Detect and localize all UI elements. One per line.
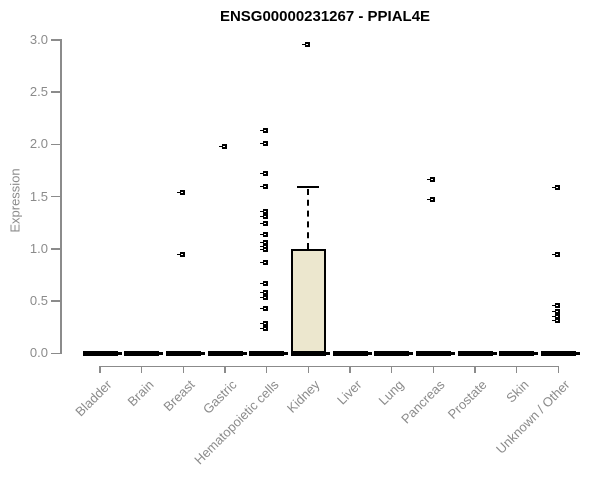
median-bar [457,350,497,356]
chart-title: ENSG00000231267 - PPIAL4E [219,8,431,25]
y-tick-label: 0.5 [29,293,48,309]
outlier-point [260,244,269,250]
outlier-point [260,290,269,296]
outlier-point [260,295,269,301]
outlier-point [176,189,185,195]
outlier-point [260,320,269,326]
outlier-point [176,251,185,257]
outlier-point [260,183,269,189]
median-bar [124,350,164,356]
y-axis-tick [51,195,60,198]
outlier-point [301,41,310,47]
x-axis-tick [349,365,351,373]
whisker-cap [297,186,320,189]
outlier-point [426,177,435,183]
outlier-point [551,251,560,257]
median-bar [499,350,539,356]
outlier-point [551,302,560,308]
boxplot-box [290,248,326,356]
y-tick-label: 1.0 [29,240,48,256]
x-axis-tick [557,365,560,373]
x-axis-tick [140,365,143,373]
median-bar [540,350,580,356]
outlier-point [260,231,269,237]
outlier-point [551,318,560,324]
median-bar [332,350,372,356]
outlier-point [260,280,269,286]
y-tick-label: 3.0 [29,32,48,47]
outlier-point [260,221,269,227]
y-axis-tick [51,352,60,355]
x-axis-tick [265,365,268,373]
outlier-point [260,240,269,246]
y-tick-label: 0.0 [29,345,48,361]
outlier-point [260,213,269,219]
outlier-point [260,208,269,214]
y-axis-tick [51,300,60,302]
x-axis-tick [99,365,101,373]
outlier-point [260,140,269,146]
x-axis-tick [474,365,476,373]
x-axis-tick [390,365,393,373]
median-bar [415,350,455,356]
y-axis-tick [51,248,60,250]
median-bar [374,350,414,356]
outlier-point [551,184,560,190]
outlier-point [551,314,560,320]
x-axis-tick [182,365,185,373]
median-bar [249,350,289,356]
outlier-point [426,197,435,203]
outlier-point [260,247,269,253]
y-axis-tick [51,91,60,93]
y-tick-label: 2.0 [29,136,48,152]
median-bar [290,350,330,356]
x-axis-tick [224,365,226,373]
x-axis-line [99,365,560,367]
outlier-point [260,128,269,134]
y-tick-label: 2.5 [29,84,48,100]
y-tick-label: 1.5 [29,188,48,204]
y-axis-line [60,38,62,355]
outlier-point [260,259,269,265]
y-axis-tick [51,39,60,41]
outlier-point [218,144,227,150]
x-axis-tick [515,365,518,373]
x-axis-tick [432,365,435,373]
outlier-point [260,325,269,331]
median-bar [82,350,122,356]
outlier-point [551,309,560,315]
median-bar [207,350,247,356]
median-bar [165,350,205,356]
x-axis-tick [307,365,310,373]
y-axis-tick [51,143,60,146]
outlier-point [260,305,269,311]
outlier-point [260,171,269,177]
upper-whisker [307,189,310,249]
